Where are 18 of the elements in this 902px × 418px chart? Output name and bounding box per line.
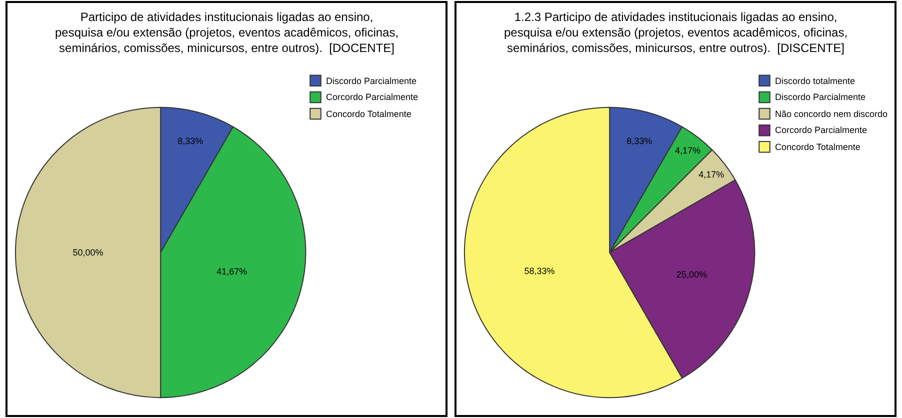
legend-label: Corcordo Parcialmente — [326, 92, 418, 102]
data-label: 4,17% — [698, 169, 724, 180]
data-label: 4,17% — [674, 146, 700, 156]
legend-label: Concordo Totalmente — [775, 142, 860, 152]
legend-label: Discordo Parcialmente — [326, 76, 417, 86]
data-label: 58,33% — [524, 266, 555, 276]
legend-label: Discordo totalmente — [775, 76, 856, 86]
legend-label: Discordo Parcialmente — [775, 92, 866, 102]
data-label: 8,33% — [178, 136, 204, 146]
chart-title: Participo de atividades institucionais ligadas ao ensino, pesquisa e/ou extensão (projetos, eventos acadêmicos, oficinas, seminários, comissões, minicursos, entre outros). [DOCENTE] — [55, 10, 399, 56]
data-label: 8,33% — [626, 136, 652, 146]
legend-label: Corcordo Parcialmente — [775, 125, 868, 135]
data-label: 50,00% — [72, 247, 104, 258]
chart-title: 1.2.3 Participo de atividades institucionais ligadas ao ensino, pesquisa e/ou extensão (projetos, eventos acadêmicos, oficinas, seminários, comissões, minicursos, entre outros). [DISCENTE] — [504, 10, 848, 56]
legend-label: Concordo Totalmente — [326, 109, 412, 119]
data-label: 41,67% — [216, 266, 248, 277]
legend-label: Não concordo nem discordo — [775, 109, 888, 119]
data-label: 25,00% — [676, 269, 707, 280]
